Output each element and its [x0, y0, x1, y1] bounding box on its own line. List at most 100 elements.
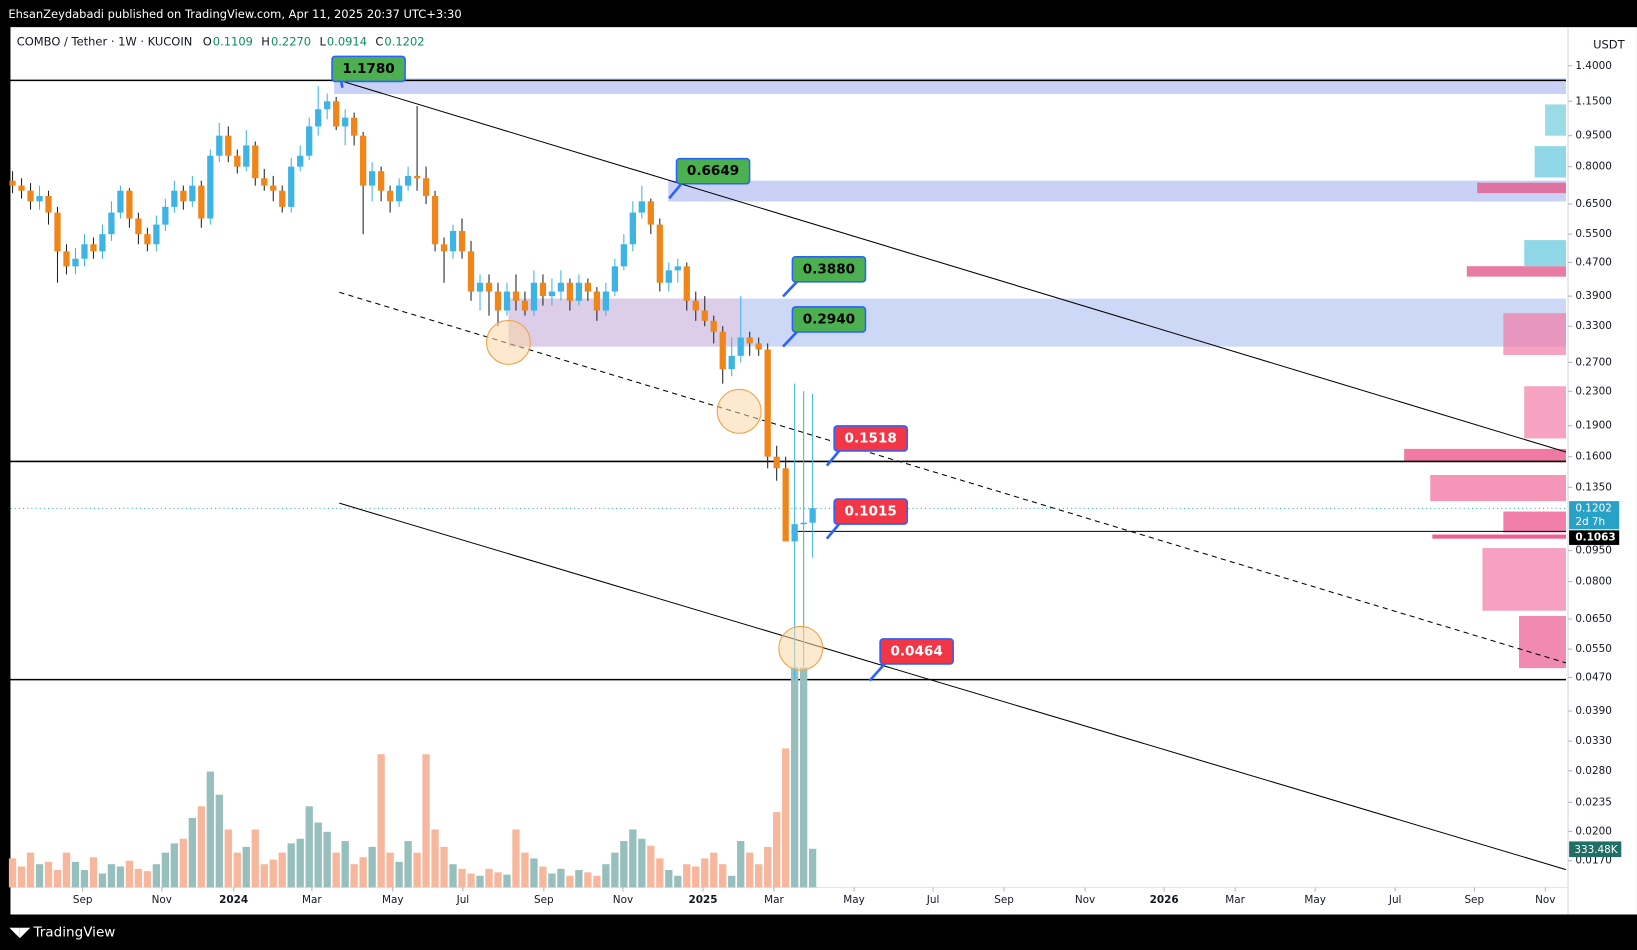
candle-body [404, 175, 412, 186]
volume-bar [530, 858, 538, 888]
callout-label: 0.3880 [803, 261, 855, 277]
y-tick-label: 0.3900 [1575, 290, 1611, 302]
volume-bar [808, 848, 817, 888]
highlight-circle [778, 625, 824, 671]
y-tick-label: 0.0235 [1575, 796, 1611, 808]
volume-bar [638, 838, 646, 888]
volume-bar [503, 874, 511, 888]
candle-body [620, 244, 627, 267]
candle-body [180, 190, 187, 202]
volume-bar [116, 866, 125, 888]
x-tick-label: 2025 [688, 894, 717, 906]
candle-body [611, 266, 618, 292]
y-tick-label: 0.0170 [1575, 855, 1611, 867]
candle-body [360, 135, 367, 186]
volume-bar [35, 864, 44, 888]
candle-body [207, 155, 214, 219]
candle-body [234, 155, 241, 167]
profile-bar [1466, 266, 1566, 277]
volume-bar [62, 852, 71, 888]
candle-body [440, 244, 448, 252]
volume-bar [746, 852, 754, 888]
x-tick-label: May [1304, 894, 1326, 906]
callout-label: 1.1780 [342, 61, 394, 77]
x-tick-label: 2026 [1150, 894, 1179, 906]
candle-body [422, 178, 430, 196]
volume-bar [440, 846, 448, 888]
candle-body [198, 185, 205, 219]
volume-bar [26, 852, 35, 888]
volume-bar [584, 872, 592, 888]
candle-body [279, 190, 286, 207]
candle-body [261, 178, 268, 186]
highlight-circle [716, 388, 762, 434]
volume-bar [134, 868, 143, 888]
x-tick-label: Sep [1464, 894, 1484, 906]
volume-bar [494, 872, 502, 888]
volume-bar [161, 852, 170, 888]
candle-body [90, 244, 97, 252]
brand-logo: ◥◤ [9, 924, 30, 940]
volume-bar [539, 866, 547, 888]
legend-value: 0.2270 [271, 34, 311, 48]
x-tick-label: Nov [1535, 894, 1555, 906]
y-tick-label: 0.6500 [1575, 198, 1611, 210]
last-price-tag [1569, 501, 1620, 530]
level-price: 0.1063 [1575, 532, 1615, 544]
callout-box [833, 498, 909, 525]
candle-body [665, 270, 672, 283]
volume-bar [197, 806, 205, 888]
candle-body [800, 522, 807, 525]
x-tick-label: Sep [534, 894, 554, 906]
last-price: 0.1202 [1575, 502, 1611, 514]
candle-body [782, 468, 789, 542]
y-tick-label: 0.0800 [1575, 576, 1611, 588]
candle-body [575, 282, 583, 301]
legend-key: L [319, 34, 326, 48]
trend-line [339, 502, 1567, 871]
candle-body [809, 508, 816, 523]
y-tick-label: 1.4000 [1575, 60, 1611, 72]
volume-bar [665, 869, 673, 888]
volume-bar [593, 875, 601, 888]
volume-bar [431, 829, 439, 888]
profile-bar [1482, 548, 1566, 611]
profile-bar [1524, 240, 1566, 267]
profile-bar [1518, 615, 1566, 669]
candle-body [162, 206, 169, 225]
candle-body [530, 282, 538, 311]
legend-key: O [203, 34, 212, 48]
profile-bar [1477, 182, 1566, 194]
trend-line [339, 291, 1567, 664]
volume-bar [251, 829, 259, 888]
volume-bar [224, 829, 232, 888]
profile-bar [1432, 534, 1566, 539]
volume-bar [799, 667, 808, 888]
volume-bar [152, 864, 161, 888]
profile-bar [1503, 511, 1566, 533]
callout-label: 0.6649 [687, 163, 739, 179]
volume-bar [674, 875, 682, 888]
volume-bar [368, 846, 376, 888]
volume-bar [647, 845, 655, 888]
profile-bar [1534, 146, 1566, 178]
brand: TradingView [32, 924, 115, 940]
ohlc-legend: O 0.1109 H 0.2270 L 0.0914 C 0.1202 [203, 34, 425, 48]
candle-body [431, 195, 439, 245]
volume-bar [476, 875, 484, 888]
legend-key: H [261, 34, 270, 48]
volume-bar [575, 869, 583, 888]
candle-body [288, 166, 295, 207]
volume-bar [755, 864, 763, 888]
candle-body [629, 212, 636, 245]
callout-label: 0.1015 [845, 504, 897, 520]
currency: USDT [1593, 37, 1626, 51]
candle-body [9, 180, 16, 186]
candle-body [485, 282, 493, 292]
candle-body [324, 101, 331, 110]
volume-bar [98, 873, 107, 888]
candle-body [270, 185, 277, 191]
candle-body [548, 291, 556, 297]
y-tick-label: 1.1500 [1575, 95, 1611, 107]
candle-body [27, 190, 34, 202]
